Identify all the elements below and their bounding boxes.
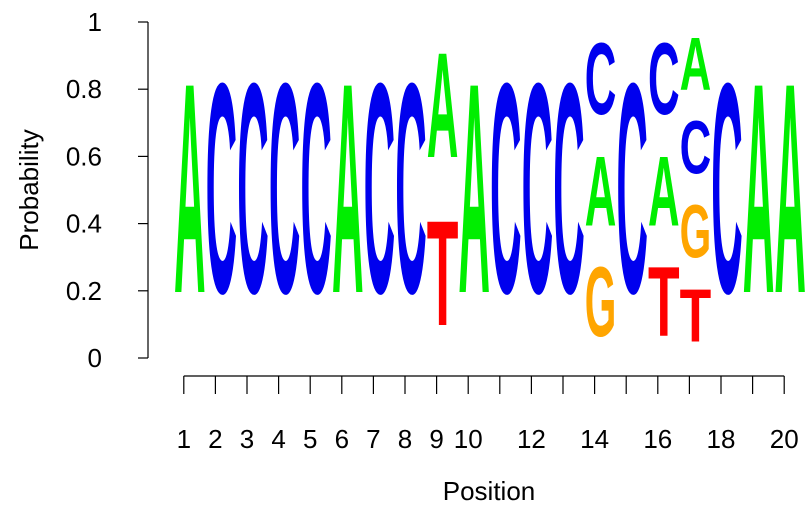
logo-letter-a: A [774,22,806,356]
logo-letter-a: A [332,22,364,356]
logo-letter-a: A [427,23,459,190]
x-tick-label: 12 [517,424,546,454]
logo-letter-t: T [680,274,712,358]
x-tick-label: 8 [398,424,412,454]
logo-letter-c: C [395,22,427,356]
logo-letter-a: A [648,137,680,247]
logo-letter-c: C [490,22,522,356]
logo-letter-c: C [206,22,238,356]
x-axis: 1 2 3 4 5 6 7 8 9 10 12 14 16 18 20 [177,375,799,454]
y-tick-label: 0.2 [66,276,102,306]
logo-letter-c: C [522,22,554,356]
logo-letter-c: C [585,22,617,136]
x-tick-label: 3 [240,424,254,454]
y-tick-label: 0 [88,343,102,373]
x-tick-label: 5 [303,424,317,454]
logo-letter-t: T [427,189,459,357]
logo-letter-c: C [364,22,396,356]
x-tick-label: 10 [454,424,483,454]
logo-letter-a: A [743,22,775,356]
logo-letter-c: C [648,22,680,136]
y-tick-label: 0.4 [66,209,102,239]
logo-letter-c: C [269,22,301,356]
logo-letter-t: T [648,247,680,357]
x-tick-label: 9 [429,424,443,454]
y-tick-label: 1 [88,7,102,37]
logo-letter-c: C [680,106,712,190]
y-tick-label: 0.6 [66,141,102,171]
y-tick-label: 0.8 [66,74,102,104]
logo-letter-g: G [680,189,712,274]
y-axis-label: Probability [14,129,44,250]
logo-letter-c: C [616,22,648,356]
x-tick-label: 1 [177,424,191,454]
x-tick-label: 16 [643,424,672,454]
logo-letter-c: C [237,22,269,356]
x-tick-label: 7 [366,424,380,454]
logo-letter-c: C [300,22,332,356]
logo-letter-a: A [458,22,490,356]
x-tick-label: 6 [335,424,349,454]
y-axis: 0 0.2 0.4 0.6 0.8 1 [66,7,149,373]
logo-letter-a: A [680,22,712,106]
x-axis-label: Position [443,476,536,506]
x-tick-label: 14 [580,424,609,454]
logo-letter-a: A [174,22,206,356]
logo-letter-c: C [711,22,743,356]
logo-letter-c: C [553,22,585,356]
x-tick-label: 4 [271,424,285,454]
x-tick-label: 2 [208,424,222,454]
x-tick-label: 18 [707,424,736,454]
x-tick-label: 20 [770,424,799,454]
logo-letter-g: G [585,249,617,359]
logo-letter-a: A [585,137,617,247]
